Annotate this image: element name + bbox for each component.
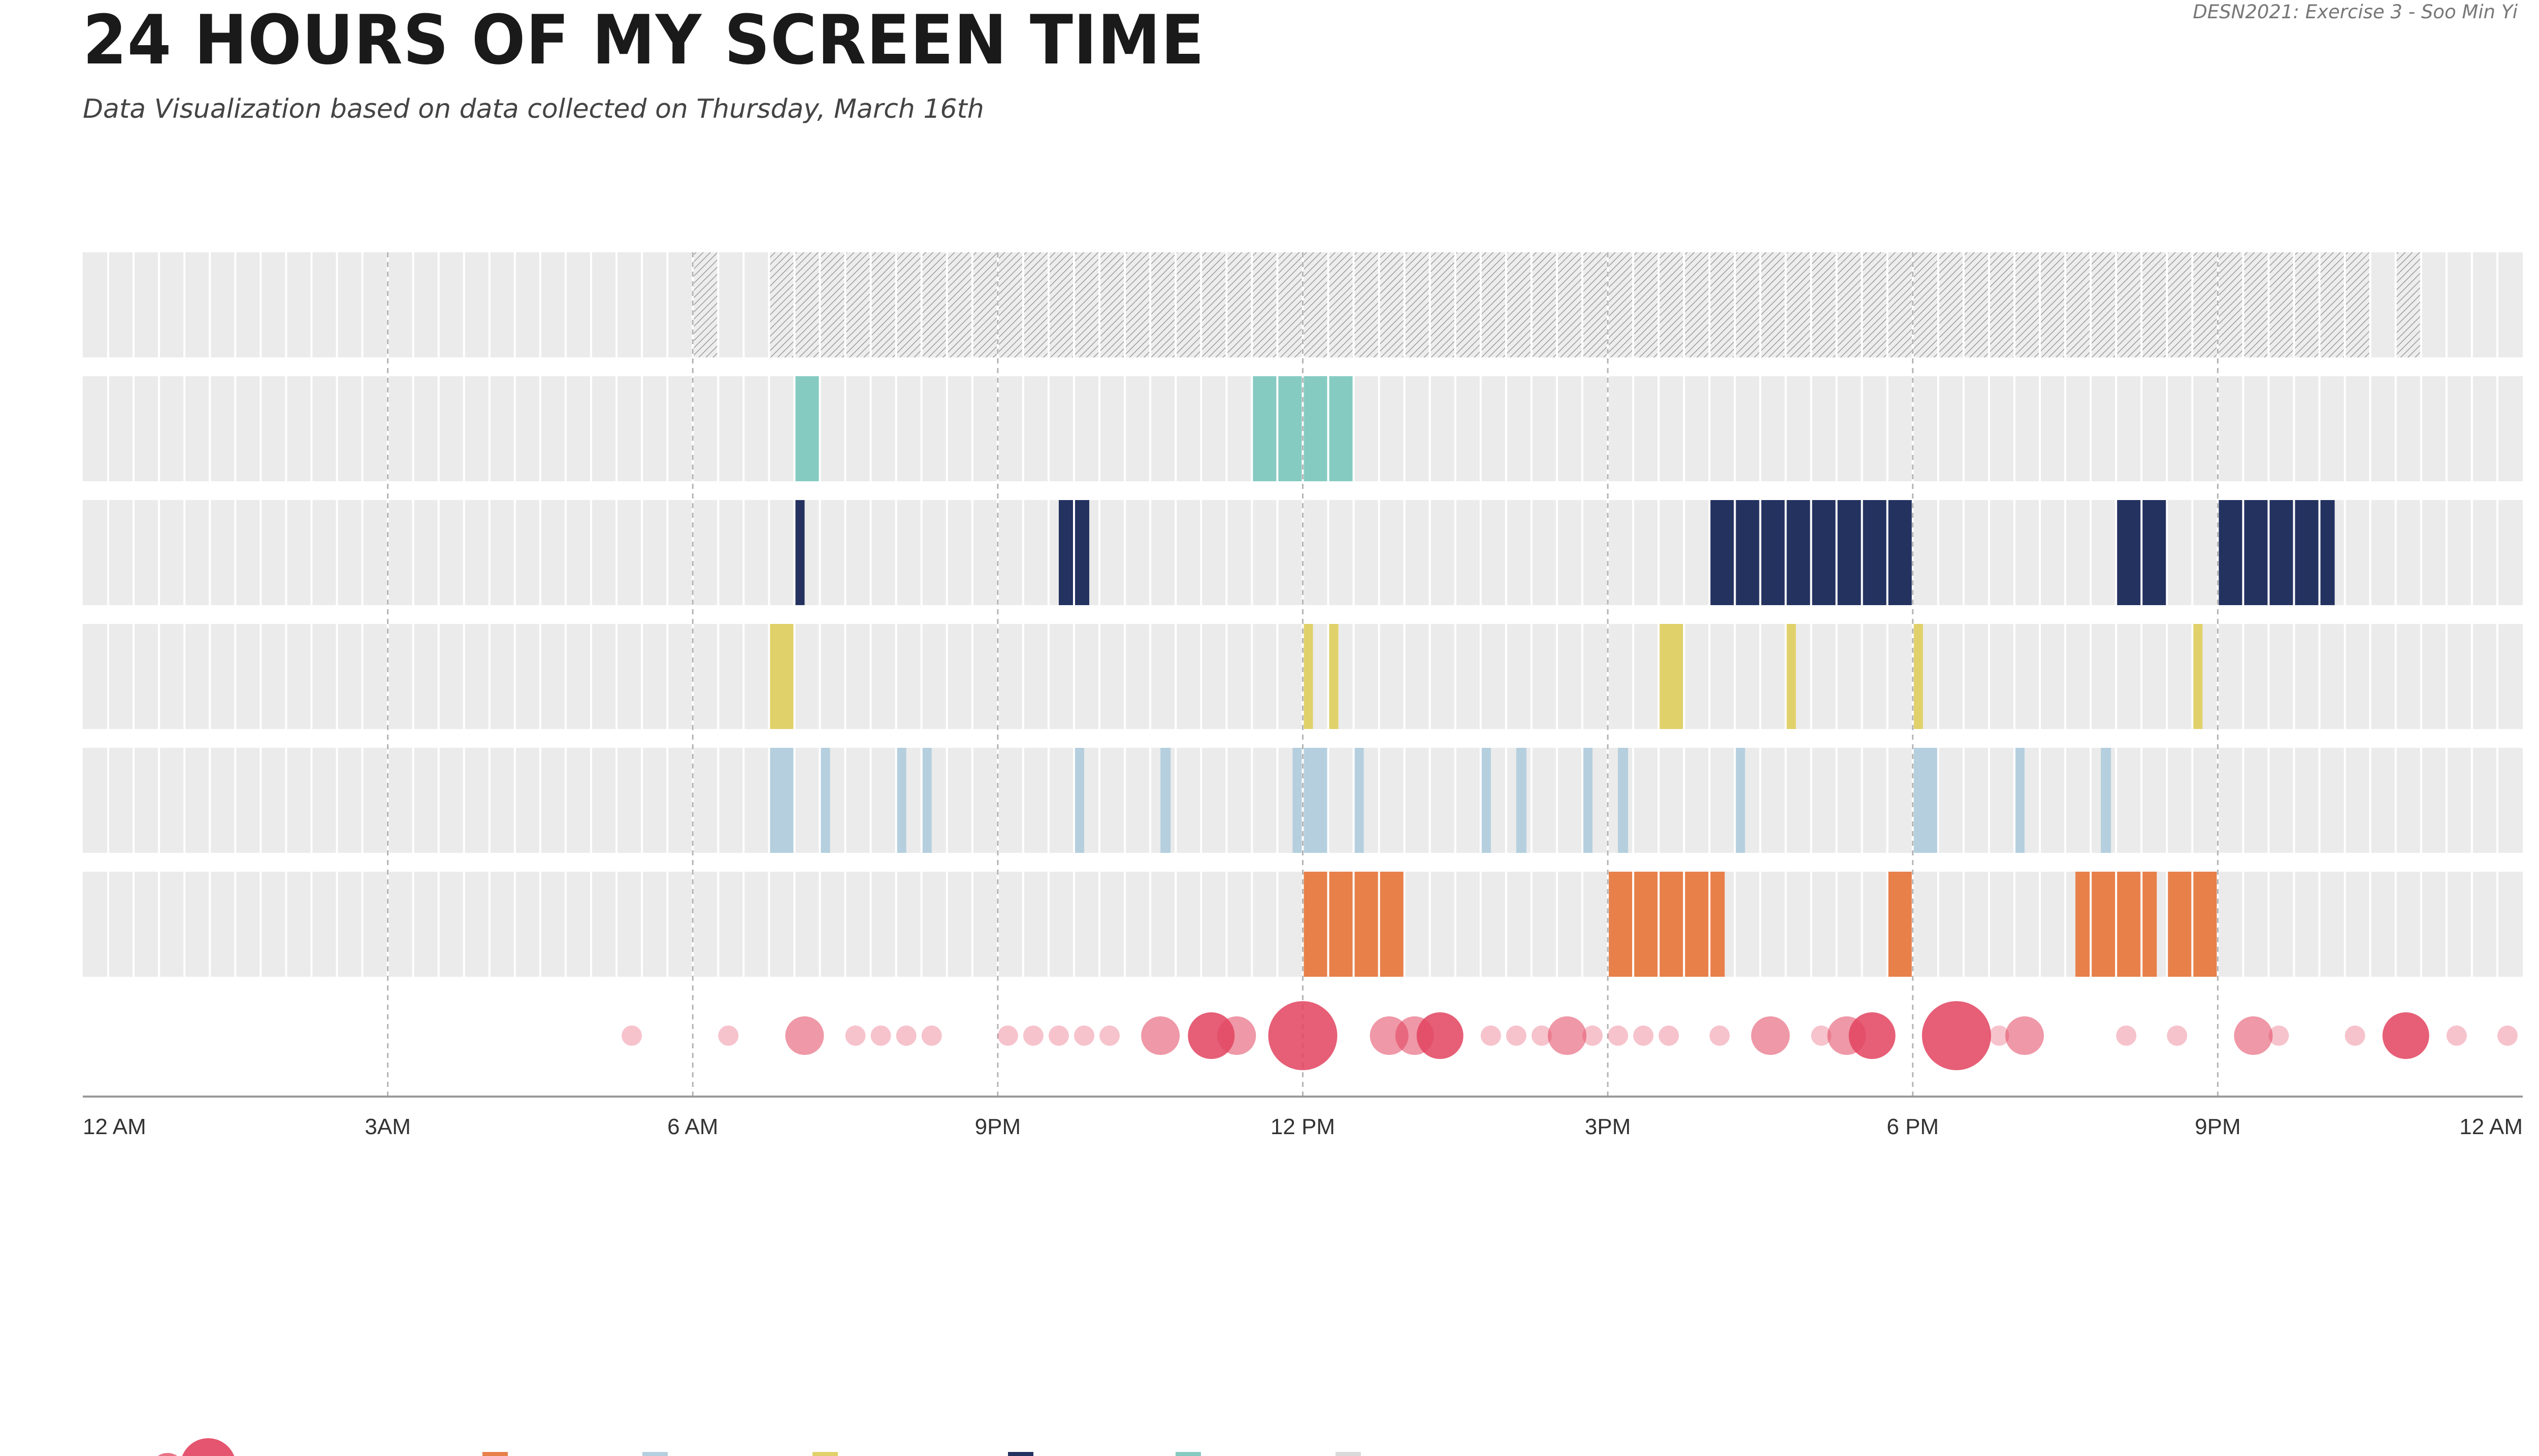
legend-swatch [482,1452,508,1456]
pickup-bubble [921,1025,942,1046]
activity-bar [1658,624,1684,729]
time-axis: 12 AM 3AM 6 AM 9PM 12 PM 3PM 6 PM 9PM 12 AM [83,1096,2523,1139]
pickup-bubble [1811,1025,1832,1046]
x-tick-label: 6 AM [667,1114,718,1139]
pickup-bubble [2268,1025,2289,1046]
activity-bar [1785,624,1796,729]
x-tick-label: 9PM [2195,1114,2240,1139]
activity-bar [1618,748,1629,853]
activity-bar [1912,624,1923,729]
activity-bar [1887,872,1913,977]
activity-bar [1735,748,1745,853]
activity-bar [769,624,795,729]
pickup-bubble [1608,1025,1629,1046]
legend-bubble [157,1453,178,1456]
activity-bar [1912,748,1938,853]
activity-bar [769,252,2370,357]
x-tick-label: 12 AM [2459,1114,2523,1139]
activity-bar [2101,748,2111,853]
pickup-bubble [1217,1016,1256,1055]
activity-bar [2395,252,2421,357]
chart-subtitle: Data Visualization based on data collect… [83,94,984,124]
x-tick-label: 3AM [365,1114,410,1139]
activity-bar [820,748,830,853]
activity-bar [1328,624,1339,729]
credit-line: DESN2021: Exercise 3 - Soo Min Yi [2193,1,2518,23]
pickup-bubble [1506,1025,1526,1046]
legend-swatch [1176,1452,1201,1456]
activity-bar [769,748,795,853]
activity-bar [896,748,906,853]
pickup-bubble [2116,1025,2137,1046]
pickup-bubble [1658,1025,1679,1046]
activity-bar [2192,624,2203,729]
activity-bar [1303,624,1313,729]
activity-bar [693,252,719,357]
pickup-bubble [997,1025,1018,1046]
pickup-bubble [1074,1025,1095,1046]
activity-bar [921,748,932,853]
pickup-bubble [1989,1025,2009,1046]
x-tick-label: 12 PM [1271,1114,1335,1139]
legend-swatch [1008,1452,1033,1456]
pickup-bubble [1548,1016,1587,1055]
pickup-bubble [1416,1012,1463,1059]
pickup-bubble [1268,1001,1338,1070]
legend-swatch [812,1452,838,1456]
pickup-bubble [1023,1025,1044,1046]
activity-bar [794,500,805,605]
activity-bar [1353,748,1364,853]
pickup-bubble [785,1016,824,1055]
x-tick-label: 3PM [1585,1114,1631,1139]
activity-bar [1582,748,1593,853]
x-tick-label: 9PM [975,1114,1021,1139]
pickup-bubble [2167,1025,2188,1046]
legend [157,1438,1361,1456]
activity-rows [83,252,2523,977]
pickup-bubble [870,1025,891,1046]
chart-title: 24 HOURS OF MY SCREEN TIME [83,1,1205,80]
pickup-bubble [1751,1016,1790,1055]
pickup-bubbles [622,1001,2518,1070]
activity-bar [2218,500,2335,605]
pickup-bubble [1709,1025,1730,1046]
pickup-bubble [1848,1012,1896,1059]
pickup-bubble [1049,1025,1069,1046]
pickup-bubble [1633,1025,1654,1046]
legend-swatch [642,1452,668,1456]
pickup-bubble [845,1025,866,1046]
activity-bar [794,376,820,481]
activity-bar [1074,748,1085,853]
pickup-bubble [1582,1025,1603,1046]
pickup-bubble [622,1025,642,1046]
pickup-bubble [2382,1012,2429,1059]
activity-bar [1480,748,1491,853]
legend-swatch [1336,1452,1361,1456]
pickup-bubble [718,1025,739,1046]
activity-bar [1516,748,1526,853]
pickup-bubble [2005,1016,2044,1055]
pickup-bubble [1141,1016,1180,1055]
pickup-bubble [2345,1025,2365,1046]
activity-bar [1292,748,1328,853]
activity-bar [1160,748,1171,853]
pickup-bubble [1480,1025,1501,1046]
activity-bar [2014,748,2025,853]
x-tick-label: 12 AM [83,1114,146,1139]
pickup-bubble [1922,1001,1991,1070]
pickup-bubble [2497,1025,2518,1046]
pickup-bubble [2234,1016,2273,1055]
pickup-bubble [896,1025,917,1046]
activity-bar [1608,872,1725,977]
pickup-bubble [1099,1025,1120,1046]
pickup-bubble [2446,1025,2467,1046]
x-tick-label: 6 PM [1886,1114,1939,1139]
pickup-bubble [1531,1025,1552,1046]
legend-bubble [182,1438,235,1456]
